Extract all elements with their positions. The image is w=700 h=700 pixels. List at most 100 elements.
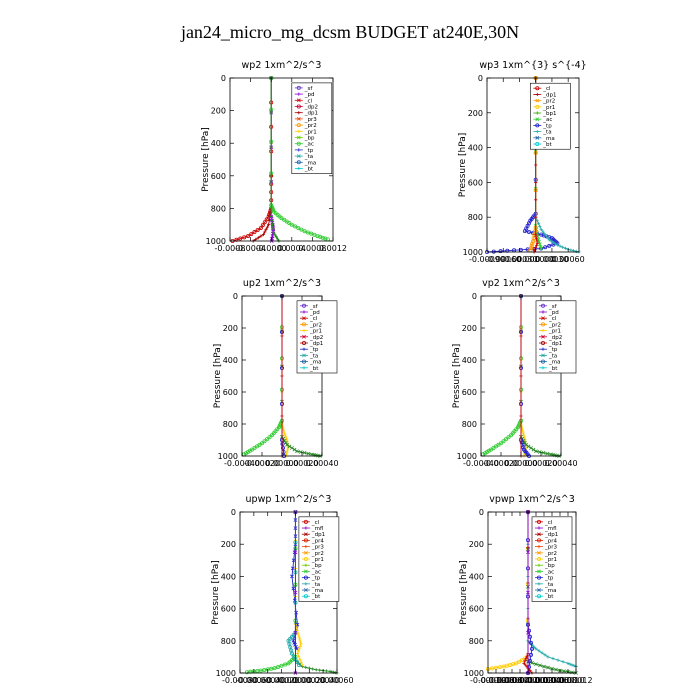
legend-label: _ta [542, 130, 551, 136]
data-point [298, 640, 303, 644]
data-point [314, 668, 318, 672]
data-point [534, 233, 538, 237]
legend-marker [296, 117, 301, 121]
data-point [293, 590, 298, 595]
data-point [534, 163, 538, 167]
y-tick-label: 1000 [457, 452, 477, 461]
legend-label: _pr1 [311, 557, 324, 563]
series-line [232, 78, 272, 242]
legend-marker [297, 92, 301, 96]
data-point [297, 654, 301, 659]
data-point [531, 447, 536, 452]
legend-marker [541, 322, 546, 327]
legend-marker [535, 104, 540, 109]
legend-marker [537, 582, 541, 586]
y-tick-label: 400 [469, 572, 484, 581]
data-point [549, 239, 553, 243]
legend-marker [535, 111, 539, 115]
legend-marker [535, 135, 540, 140]
legend-label: _ac [304, 142, 314, 148]
series-pr1 [269, 76, 281, 243]
data-point [538, 663, 542, 668]
y-tick-label: 200 [462, 324, 477, 333]
x-tick-label: -0.00020 [483, 459, 519, 468]
legend-marker [537, 575, 542, 580]
data-point [283, 432, 287, 436]
legend-marker [303, 557, 308, 562]
legend: _cl_dp1_pr2_pr1_bp1_ac_tp_ta_ma_bt [529, 82, 571, 150]
legend-marker [537, 519, 542, 524]
legend-label: _bp1 [542, 111, 556, 117]
data-point [498, 249, 503, 254]
y-tick-label: 600 [211, 172, 226, 181]
legend-marker [302, 316, 306, 321]
legend-marker [301, 322, 306, 327]
x-tick-label: 0.00000 [504, 459, 537, 468]
legend-label: _pr2 [544, 551, 557, 557]
legend-marker [541, 316, 545, 321]
data-point [521, 432, 526, 436]
data-point [534, 215, 538, 219]
legend-marker [296, 154, 301, 158]
data-point [286, 661, 291, 666]
legend-label: _cl [309, 316, 318, 322]
data-point [294, 644, 298, 649]
data-point [555, 243, 559, 247]
data-point [276, 664, 281, 669]
series-dp2 [480, 293, 524, 457]
data-point [269, 111, 273, 115]
data-point [526, 550, 530, 555]
data-point [280, 334, 284, 338]
y-axis-label: Pressure [hPa] [211, 560, 221, 625]
data-point [249, 232, 254, 237]
data-point [541, 230, 545, 234]
legend-label: _ac [311, 569, 321, 575]
legend-label: _pr2 [304, 123, 317, 129]
legend-marker [302, 353, 306, 358]
data-point [523, 659, 527, 663]
legend-marker [541, 359, 546, 364]
data-point [259, 234, 263, 238]
x-tick-label: 0.00020 [293, 676, 326, 685]
data-point [530, 646, 535, 651]
x-tick-label: 0.00012 [559, 676, 592, 685]
legend-marker [541, 303, 546, 308]
legend-label: _ac [544, 569, 554, 575]
legend-label: _sf [304, 86, 314, 92]
legend-marker [304, 569, 308, 574]
data-point [562, 669, 566, 674]
data-point [519, 424, 524, 428]
data-point [554, 667, 558, 672]
data-point [269, 433, 274, 438]
panel-title: vpwp 1xm^2/s^3 [489, 494, 575, 505]
x-tick-label: -0.00020 [244, 459, 280, 468]
x-tick-label: -0.00030 [501, 255, 537, 264]
legend: _sf_pd_cl_pr2_pr1_dp2_dp1_tp_ta_ma_bt [296, 300, 338, 374]
legend: _sf_pd_cl_pr2_pr1_dp2_dp1_tp_ta_ma_bt [535, 300, 577, 374]
legend-marker [535, 130, 539, 134]
data-point [265, 225, 269, 229]
legend-label: _ta [548, 353, 557, 359]
legend-label: _tp [542, 123, 552, 129]
legend-label: _tp [309, 347, 319, 353]
y-tick-label: 200 [221, 540, 236, 549]
legend-label: _tp [304, 148, 314, 154]
chart-panel-4: vp2 1xm^2/s^3 Pressure [hPa] 0 200 400 600 800… [452, 278, 578, 468]
data-point [546, 655, 550, 659]
legend-marker [535, 98, 540, 103]
data-point [238, 236, 243, 241]
data-point [535, 241, 539, 245]
data-point [545, 235, 549, 239]
y-tick-label: 600 [468, 178, 483, 187]
legend-label: _pd [304, 92, 315, 98]
data-point [524, 656, 528, 661]
data-point [534, 243, 539, 248]
x-tick-label: -0.00040 [224, 459, 260, 468]
data-point [305, 230, 310, 235]
x-tick-label: -0.00020 [264, 676, 300, 685]
data-point [312, 232, 317, 237]
data-point [295, 622, 300, 627]
data-point [283, 434, 288, 438]
data-point [280, 374, 284, 378]
data-point [304, 665, 308, 669]
